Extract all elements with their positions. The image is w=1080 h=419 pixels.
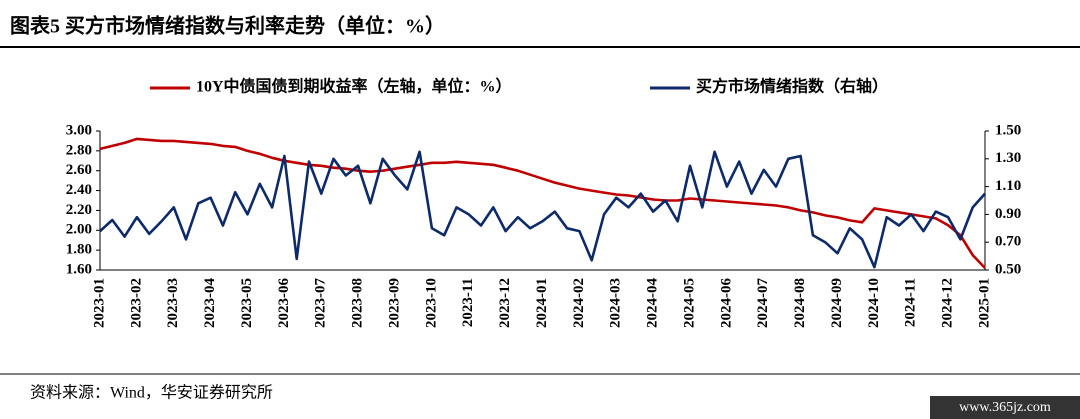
x-tick-label: 2024-12: [940, 278, 956, 328]
x-tick-label: 2024-07: [755, 278, 771, 328]
chart-title: 图表5 买方市场情绪指数与利率走势（单位：%）: [10, 14, 445, 38]
y2-tick-label: 1.30: [995, 150, 1021, 166]
x-tick-label: 2023-07: [313, 278, 329, 328]
y-tick-label: 2.60: [66, 162, 92, 178]
x-tick-label: 2024-04: [645, 278, 661, 328]
x-tick-label: 2024-03: [608, 278, 624, 328]
y-tick-label: 2.00: [66, 222, 92, 238]
x-tick-label: 2024-10: [866, 278, 882, 328]
y2-tick-label: 0.70: [995, 234, 1021, 250]
y2-tick-label: 0.90: [995, 206, 1021, 222]
x-tick-label: 2023-12: [497, 278, 513, 328]
x-tick-label: 2024-02: [571, 278, 587, 328]
series-line: [99, 137, 986, 269]
series-line: [99, 150, 986, 269]
legend-label: 买方市场情绪指数（右轴）: [696, 77, 888, 96]
y2-tick-label: 1.10: [995, 178, 1021, 194]
source: 资料来源：Wind，华安证券研究所: [30, 384, 273, 402]
x-tick-label: 2023-04: [202, 278, 218, 328]
x-tick-label: 2023-01: [91, 278, 107, 328]
x-tick-label: 2025-01: [976, 278, 992, 328]
x-tick-label: 2023-09: [386, 278, 402, 328]
x-tick-label: 2023-03: [165, 278, 181, 328]
y-tick-label: 2.80: [66, 142, 92, 158]
x-tick-label: 2023-05: [239, 278, 255, 328]
legend-label: 10Y中债国债到期收益率（左轴，单位：%）: [196, 77, 512, 96]
y-tick-label: 1.80: [66, 242, 92, 258]
x-tick-label: 2024-01: [534, 278, 550, 328]
y2-tick-label: 1.50: [995, 122, 1021, 138]
x-tick-label: 2023-08: [350, 278, 366, 328]
watermark: www.365jz.com: [959, 400, 1051, 415]
y-tick-label: 2.40: [66, 182, 92, 198]
y-tick-label: 2.20: [66, 202, 92, 218]
x-tick-label: 2024-06: [718, 278, 734, 328]
x-tick-label: 2024-08: [792, 278, 808, 328]
x-tick-label: 2023-10: [423, 278, 439, 328]
x-tick-label: 2023-06: [276, 278, 292, 328]
x-tick-label: 2024-11: [903, 278, 919, 327]
x-tick-label: 2023-02: [128, 278, 144, 328]
y2-tick-label: 0.50: [995, 261, 1021, 277]
x-tick-label: 2024-05: [681, 278, 697, 328]
y-tick-label: 3.00: [66, 122, 92, 138]
x-tick-label: 2023-11: [460, 278, 476, 327]
watermark-bg: [930, 396, 1080, 419]
y-tick-label: 1.60: [66, 261, 92, 277]
x-tick-label: 2024-09: [829, 278, 845, 328]
